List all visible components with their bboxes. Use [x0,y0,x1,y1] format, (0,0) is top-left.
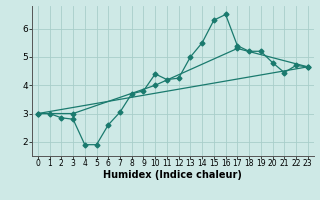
X-axis label: Humidex (Indice chaleur): Humidex (Indice chaleur) [103,170,242,180]
